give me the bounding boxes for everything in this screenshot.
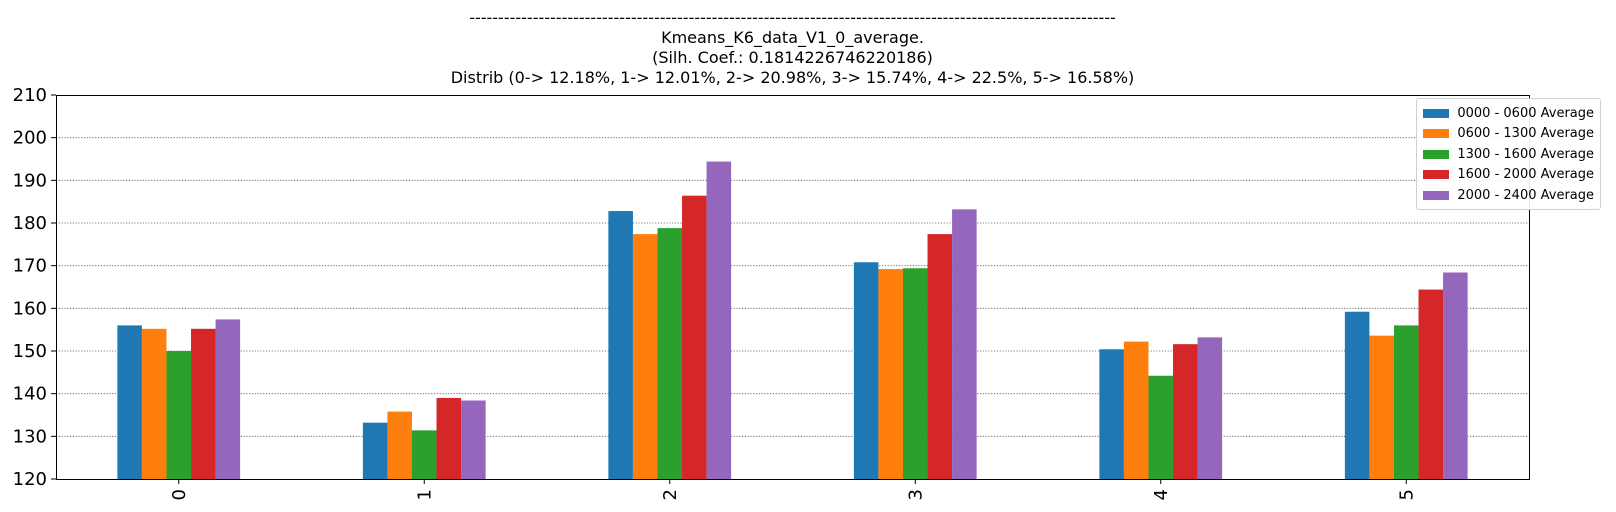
y-tick-label: 210 [13,85,47,106]
bar-cluster-5-series-0 [1344,311,1370,479]
y-tick-label: 180 [13,213,47,234]
x-tick-label: 4 [1151,489,1172,500]
x-tick-label: 5 [1396,489,1417,500]
bar-cluster-4-series-3 [1173,344,1198,479]
bar-cluster-0-series-1 [141,328,167,479]
y-tick-label: 190 [13,170,47,191]
bar-cluster-1-series-3 [436,397,462,479]
legend-item: 1600 - 2000 Average [1423,165,1594,186]
bar-cluster-4-series-0 [1099,349,1124,479]
x-axis-ticks: 0 1 2 3 4 5 [169,479,1417,500]
bars [117,161,1468,479]
bar-cluster-3-series-0 [853,262,879,479]
legend-item: 2000 - 2400 Average [1423,185,1594,206]
bar-cluster-3-series-4 [952,209,977,479]
y-tick-label: 160 [13,298,47,319]
bar-cluster-2-series-1 [632,234,658,479]
bar-cluster-5-series-4 [1443,272,1468,479]
bar-cluster-1-series-2 [411,430,437,479]
y-tick-label: 130 [13,426,47,447]
bar-cluster-2-series-2 [657,228,683,479]
legend-swatch [1423,190,1450,200]
legend-swatch [1423,170,1450,180]
bar-cluster-3-series-3 [927,234,953,479]
title-silhouette: (Silh. Coef.: 0.1814226746220186) [652,48,933,67]
legend-item: 0600 - 1300 Average [1423,124,1594,145]
y-tick-label: 140 [13,384,47,405]
bar-cluster-4-series-4 [1197,337,1223,479]
legend-item: 0000 - 0600 Average [1423,103,1594,124]
title-distribution: Distrib (0-> 12.18%, 1-> 12.01%, 2-> 20.… [450,68,1135,87]
bar-cluster-1-series-1 [387,411,412,479]
bar-cluster-1-series-4 [461,400,486,479]
bar-cluster-4-series-1 [1123,341,1149,479]
legend-swatch [1423,129,1450,139]
legend-label: 1300 - 1600 Average [1457,146,1594,162]
legend-swatch [1423,108,1450,118]
legend-label: 2000 - 2400 Average [1457,187,1594,203]
bar-cluster-5-series-3 [1418,289,1444,479]
legend-swatch [1423,149,1450,159]
legend-item: 1300 - 1600 Average [1423,144,1594,165]
x-tick-label: 1 [414,489,435,500]
y-tick-label: 150 [13,341,47,362]
grid-lines [56,137,1529,437]
bar-cluster-0-series-2 [166,351,192,479]
bar-cluster-5-series-1 [1369,335,1394,479]
bar-cluster-1-series-0 [362,422,388,479]
y-tick-label: 120 [13,469,47,490]
bar-cluster-3-series-1 [878,269,903,479]
bar-cluster-0-series-3 [191,328,216,479]
title-main: Kmeans_K6_data_V1_0_average. [661,28,924,47]
bar-cluster-0-series-4 [215,319,241,479]
x-tick-label: 2 [660,489,681,500]
bar-cluster-3-series-2 [902,268,928,479]
title-separator-line: ----------------------------------------… [469,8,1116,27]
legend: 0000 - 0600 Average 0600 - 1300 Average 13… [1416,98,1601,210]
legend-label: 1600 - 2000 Average [1457,167,1594,183]
y-axis-ticks: 120 130 140 150 160 170 180 190 200 210 [13,85,56,490]
bar-cluster-4-series-2 [1148,375,1174,479]
bar-cluster-0-series-0 [117,325,142,479]
x-tick-label: 3 [905,489,926,500]
legend-label: 0000 - 0600 Average [1457,105,1594,121]
legend-label: 0600 - 1300 Average [1457,126,1594,142]
chart-title: ----------------------------------------… [56,8,1529,88]
plot-frame [56,95,1530,480]
bar-cluster-5-series-2 [1393,325,1419,479]
y-tick-label: 170 [13,256,47,277]
x-tick-label: 0 [169,489,190,500]
y-tick-label: 200 [13,128,47,149]
bar-cluster-2-series-4 [706,161,732,479]
bar-cluster-2-series-3 [682,195,707,479]
bar-cluster-2-series-0 [608,211,633,479]
